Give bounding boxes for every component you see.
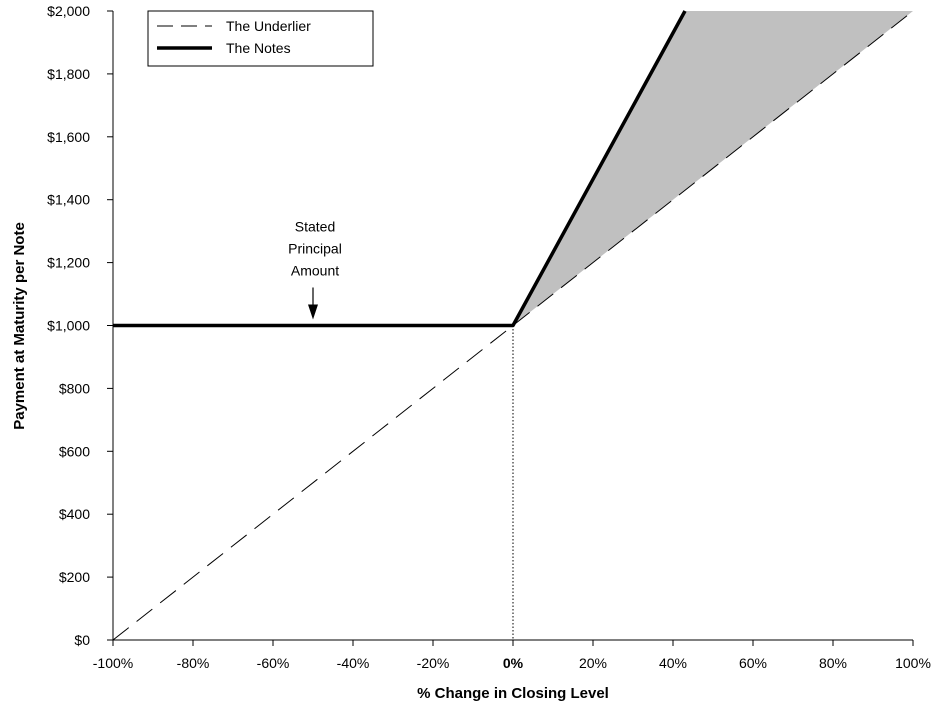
legend-notes-label: The Notes [226, 40, 291, 56]
y-tick-label: $800 [59, 380, 90, 396]
x-tick-label: -20% [417, 655, 450, 671]
series-line-notes [113, 10, 687, 328]
y-tick-label: $2,000 [47, 3, 90, 19]
y-tick-label: $0 [74, 632, 90, 648]
y-tick-label: $1,200 [47, 255, 90, 271]
annotation-label-line: Stated [295, 219, 335, 235]
y-axis-title: Payment at Maturity per Note [11, 222, 28, 430]
y-tick-label: $400 [59, 506, 90, 522]
y-tick-label: $1,800 [47, 66, 90, 82]
x-tick-label: 100% [895, 655, 931, 671]
annotation-label-line: Principal [288, 241, 342, 257]
annotation-label-line: Amount [291, 263, 339, 279]
x-tick-label: -40% [337, 655, 370, 671]
legend-underlier-label: The Underlier [226, 18, 311, 34]
y-tick-label: $1,600 [47, 129, 90, 145]
y-tick-label: $1,000 [47, 318, 90, 334]
x-tick-label: 20% [579, 655, 607, 671]
legend: The Underlier The Notes [147, 10, 374, 67]
x-tick-label: 0% [503, 655, 524, 671]
x-tick-label: -60% [257, 655, 290, 671]
x-axis-title: % Change in Closing Level [417, 685, 609, 702]
x-tick-label: 80% [819, 655, 847, 671]
annotation-arrow-head [308, 304, 318, 320]
x-tick-label: 60% [739, 655, 767, 671]
y-tick-label: $1,400 [47, 192, 90, 208]
y-tick-label: $200 [59, 569, 90, 585]
y-tick-label: $600 [59, 443, 90, 459]
series-line-underlier [112, 10, 914, 641]
x-tick-label: 40% [659, 655, 687, 671]
x-tick-label: -100% [93, 655, 133, 671]
legend-box [147, 10, 374, 67]
x-tick-label: -80% [177, 655, 210, 671]
